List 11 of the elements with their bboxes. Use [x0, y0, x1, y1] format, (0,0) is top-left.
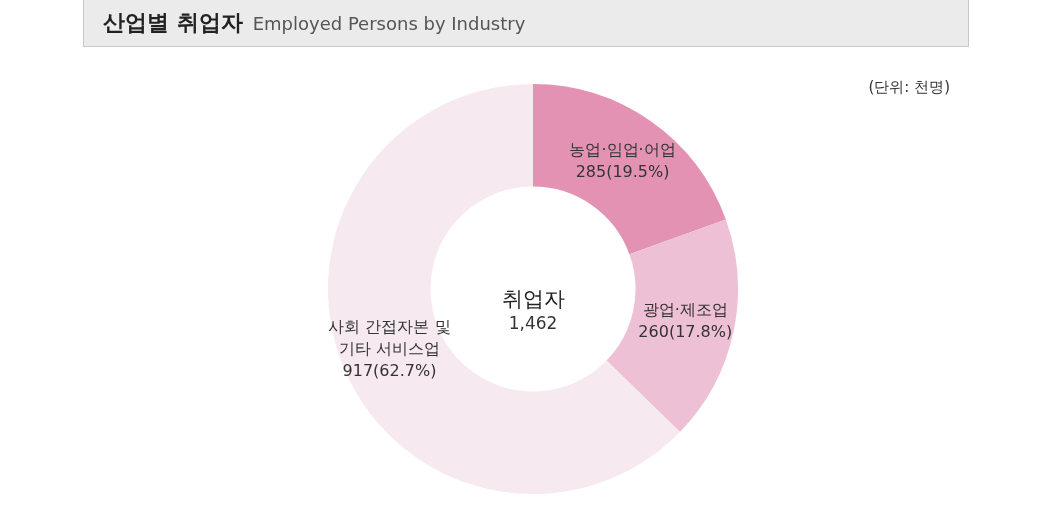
chart-subtitle: Employed Persons by Industry — [252, 12, 526, 34]
data-label: 285(19.5%) — [575, 161, 670, 181]
slice-label: 사회 간접자본 및 기타 서비스업 — [328, 316, 451, 358]
text: 1,462 — [508, 313, 558, 334]
data-label: 917(62.7%) — [342, 360, 437, 380]
slice-label: 농업·임업·어업 — [569, 139, 676, 159]
text: 취업자 — [501, 287, 565, 312]
data-label: 260(17.8%) — [638, 322, 733, 342]
text: (단위: 천명) — [868, 77, 950, 96]
slice-label: 광업·제조업 — [642, 300, 728, 320]
chart-title: 산업별 취업자 — [103, 9, 243, 37]
